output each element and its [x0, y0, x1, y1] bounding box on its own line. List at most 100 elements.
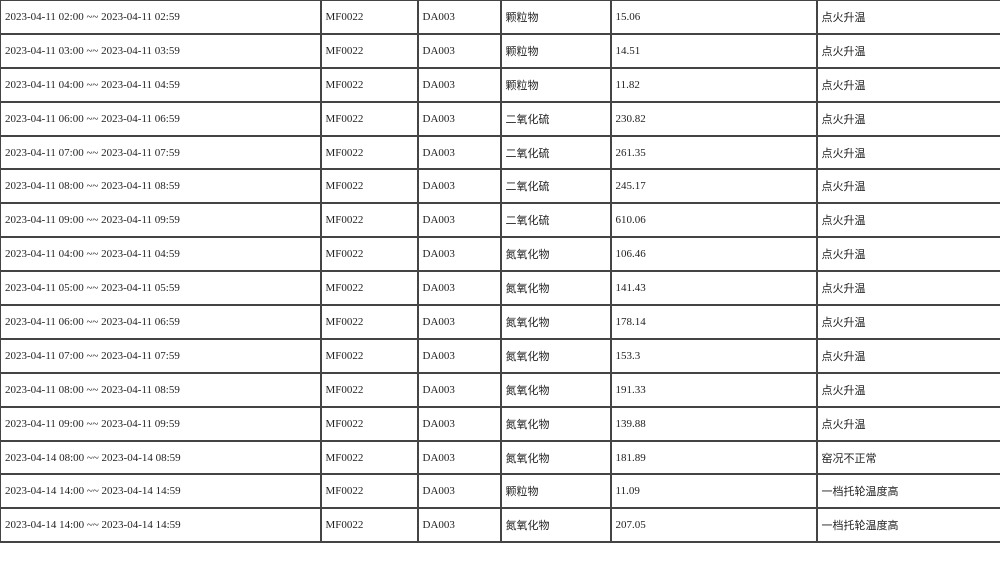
- pollutant-cell: 氮氧化物: [499, 507, 612, 544]
- pollutant-cell: 二氧化硫: [499, 202, 612, 239]
- table-row: 2023-04-11 09:00 ~~ 2023-04-11 09:59 MF00…: [0, 405, 1000, 442]
- pollutant-cell: 颗粒物: [499, 32, 612, 69]
- reason-cell: 一档托轮温度高: [815, 473, 1000, 510]
- reason-cell: 点火升温: [815, 337, 1000, 374]
- reason-cell: 点火升温: [815, 134, 1000, 171]
- device-id-cell: MF0022: [319, 134, 419, 171]
- outlet-id-cell: DA003: [416, 439, 502, 476]
- table-row: 2023-04-11 02:00 ~~ 2023-04-11 02:59 MF00…: [0, 0, 1000, 35]
- value-cell: 14.51: [609, 32, 818, 69]
- outlet-id-cell: DA003: [416, 337, 502, 374]
- reason-cell: 点火升温: [815, 66, 1000, 103]
- device-id-cell: MF0022: [319, 100, 419, 137]
- outlet-id-cell: DA003: [416, 304, 502, 340]
- table-row: 2023-04-11 08:00 ~~ 2023-04-11 08:59 MF00…: [0, 371, 1000, 408]
- device-id-cell: MF0022: [319, 202, 419, 239]
- table-row: 2023-04-11 08:00 ~~ 2023-04-11 08:59 MF00…: [0, 168, 1000, 205]
- device-id-cell: MF0022: [319, 168, 419, 205]
- time-range-cell: 2023-04-11 09:00 ~~ 2023-04-11 09:59: [0, 405, 322, 442]
- device-id-cell: MF0022: [319, 473, 419, 510]
- reason-cell: 点火升温: [815, 371, 1000, 408]
- pollutant-cell: 二氧化硫: [499, 134, 612, 171]
- reason-cell: 点火升温: [815, 32, 1000, 69]
- pollutant-cell: 氮氧化物: [499, 304, 612, 340]
- table-row: 2023-04-14 14:00 ~~ 2023-04-14 14:59 MF00…: [0, 507, 1000, 544]
- reason-cell: 点火升温: [815, 202, 1000, 239]
- outlet-id-cell: DA003: [416, 202, 502, 239]
- device-id-cell: MF0022: [319, 439, 419, 476]
- table-row: 2023-04-11 07:00 ~~ 2023-04-11 07:59 MF00…: [0, 134, 1000, 171]
- table-row: 2023-04-14 08:00 ~~ 2023-04-14 08:59 MF00…: [0, 439, 1000, 476]
- pollutant-cell: 二氧化硫: [499, 168, 612, 205]
- table-row: 2023-04-11 07:00 ~~ 2023-04-11 07:59 MF00…: [0, 337, 1000, 374]
- time-range-cell: 2023-04-11 02:00 ~~ 2023-04-11 02:59: [0, 0, 322, 35]
- table-row: 2023-04-11 06:00 ~~ 2023-04-11 06:59 MF00…: [0, 100, 1000, 137]
- value-cell: 106.46: [609, 236, 818, 273]
- value-cell: 207.05: [609, 507, 818, 544]
- outlet-id-cell: DA003: [416, 100, 502, 137]
- device-id-cell: MF0022: [319, 236, 419, 273]
- outlet-id-cell: DA003: [416, 66, 502, 103]
- time-range-cell: 2023-04-14 14:00 ~~ 2023-04-14 14:59: [0, 473, 322, 510]
- table-row: 2023-04-11 04:00 ~~ 2023-04-11 04:59 MF00…: [0, 236, 1000, 273]
- outlet-id-cell: DA003: [416, 32, 502, 69]
- reason-cell: 点火升温: [815, 100, 1000, 137]
- outlet-id-cell: DA003: [416, 236, 502, 273]
- table-row: 2023-04-11 09:00 ~~ 2023-04-11 09:59 MF00…: [0, 202, 1000, 239]
- reason-cell: 点火升温: [815, 270, 1000, 307]
- pollutant-cell: 二氧化硫: [499, 100, 612, 137]
- pollutant-cell: 氮氧化物: [499, 270, 612, 307]
- emission-records-table: 2023-04-11 02:00 ~~ 2023-04-11 02:59 MF00…: [0, 0, 1000, 544]
- value-cell: 11.09: [609, 473, 818, 510]
- pollutant-cell: 氮氧化物: [499, 371, 612, 408]
- pollutant-cell: 氮氧化物: [499, 405, 612, 442]
- outlet-id-cell: DA003: [416, 0, 502, 35]
- value-cell: 15.06: [609, 0, 818, 35]
- device-id-cell: MF0022: [319, 270, 419, 307]
- time-range-cell: 2023-04-14 14:00 ~~ 2023-04-14 14:59: [0, 507, 322, 544]
- table-row: 2023-04-11 04:00 ~~ 2023-04-11 04:59 MF00…: [0, 66, 1000, 103]
- reason-cell: 点火升温: [815, 168, 1000, 205]
- value-cell: 245.17: [609, 168, 818, 205]
- time-range-cell: 2023-04-11 08:00 ~~ 2023-04-11 08:59: [0, 371, 322, 408]
- value-cell: 11.82: [609, 66, 818, 103]
- time-range-cell: 2023-04-11 06:00 ~~ 2023-04-11 06:59: [0, 100, 322, 137]
- pollutant-cell: 氮氧化物: [499, 439, 612, 476]
- table-row: 2023-04-11 05:00 ~~ 2023-04-11 05:59 MF00…: [0, 270, 1000, 307]
- device-id-cell: MF0022: [319, 405, 419, 442]
- reason-cell: 点火升温: [815, 405, 1000, 442]
- outlet-id-cell: DA003: [416, 270, 502, 307]
- value-cell: 610.06: [609, 202, 818, 239]
- pollutant-cell: 颗粒物: [499, 473, 612, 510]
- pollutant-cell: 颗粒物: [499, 0, 612, 35]
- value-cell: 153.3: [609, 337, 818, 374]
- outlet-id-cell: DA003: [416, 507, 502, 544]
- outlet-id-cell: DA003: [416, 168, 502, 205]
- outlet-id-cell: DA003: [416, 405, 502, 442]
- device-id-cell: MF0022: [319, 371, 419, 408]
- value-cell: 230.82: [609, 100, 818, 137]
- outlet-id-cell: DA003: [416, 134, 502, 171]
- value-cell: 141.43: [609, 270, 818, 307]
- time-range-cell: 2023-04-11 04:00 ~~ 2023-04-11 04:59: [0, 236, 322, 273]
- time-range-cell: 2023-04-11 09:00 ~~ 2023-04-11 09:59: [0, 202, 322, 239]
- value-cell: 178.14: [609, 304, 818, 340]
- value-cell: 139.88: [609, 405, 818, 442]
- device-id-cell: MF0022: [319, 304, 419, 340]
- table-row: 2023-04-14 14:00 ~~ 2023-04-14 14:59 MF00…: [0, 473, 1000, 510]
- time-range-cell: 2023-04-11 07:00 ~~ 2023-04-11 07:59: [0, 134, 322, 171]
- pollutant-cell: 颗粒物: [499, 66, 612, 103]
- table-row: 2023-04-11 03:00 ~~ 2023-04-11 03:59 MF00…: [0, 32, 1000, 69]
- outlet-id-cell: DA003: [416, 473, 502, 510]
- time-range-cell: 2023-04-11 03:00 ~~ 2023-04-11 03:59: [0, 32, 322, 69]
- device-id-cell: MF0022: [319, 0, 419, 35]
- reason-cell: 一档托轮温度高: [815, 507, 1000, 544]
- value-cell: 191.33: [609, 371, 818, 408]
- device-id-cell: MF0022: [319, 507, 419, 544]
- time-range-cell: 2023-04-11 07:00 ~~ 2023-04-11 07:59: [0, 337, 322, 374]
- value-cell: 181.89: [609, 439, 818, 476]
- reason-cell: 点火升温: [815, 304, 1000, 340]
- pollutant-cell: 氮氧化物: [499, 236, 612, 273]
- time-range-cell: 2023-04-14 08:00 ~~ 2023-04-14 08:59: [0, 439, 322, 476]
- reason-cell: 窑况不正常: [815, 439, 1000, 476]
